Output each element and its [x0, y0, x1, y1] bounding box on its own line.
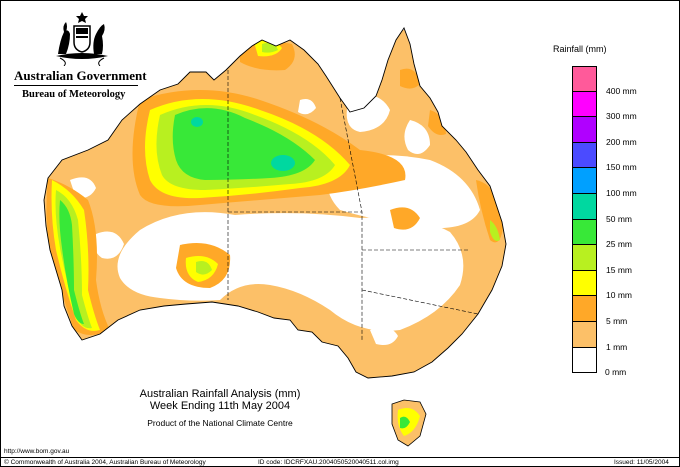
- legend-swatch: [572, 66, 597, 92]
- legend-swatch: 300 mm: [572, 111, 637, 143]
- caption-period: Week Ending 11th May 2004: [149, 400, 291, 412]
- bureau-title: Bureau of Meteorology: [22, 89, 126, 100]
- legend-swatch: 100 mm: [572, 188, 637, 220]
- copyright-text: © Commonwealth of Australia 2004, Austra…: [4, 459, 206, 466]
- legend-swatch: 25 mm: [572, 239, 632, 271]
- legend-label: 150 mm: [606, 162, 637, 173]
- website-link[interactable]: http://www.bom.gov.au: [4, 448, 70, 455]
- legend-swatch: 10 mm: [572, 290, 632, 322]
- issued-date-text: Issued: 11/05/2004: [614, 459, 669, 466]
- legend-swatch: 15 mm: [572, 265, 632, 297]
- legend-swatch: 200 mm: [572, 137, 637, 169]
- legend-label: 1 mm: [606, 341, 628, 352]
- coastline: [43, 27, 507, 379]
- legend-swatch: 1 mm: [572, 342, 627, 374]
- legend-swatch: 150 mm: [572, 162, 637, 194]
- state-borders: [227, 70, 479, 340]
- legend-label: 100 mm: [606, 187, 637, 198]
- legend-swatch: 400 mm: [572, 86, 637, 118]
- legend-swatch: 0 mm: [572, 367, 626, 385]
- legend: 400 mm 300 mm 200 mm 150 mm 100 mm 50 mm 25 mm…: [572, 66, 637, 385]
- map-caption: Australian Rainfall Analysis (mm) Week E…: [120, 388, 320, 428]
- legend-label: 200 mm: [606, 136, 637, 147]
- legend-title: Rainfall (mm): [553, 44, 607, 54]
- legend-label: 400 mm: [606, 85, 637, 96]
- logo-divider: [14, 85, 138, 86]
- legend-label: 50 mm: [606, 213, 632, 224]
- legend-label: 25 mm: [606, 239, 632, 250]
- legend-label: 5 mm: [606, 315, 628, 326]
- rainfall-fill: [44, 30, 506, 378]
- government-title: Australian Government: [14, 68, 147, 83]
- caption-producer: Product of the National Climate Centre: [147, 418, 293, 428]
- coat-of-arms-icon: [56, 12, 108, 66]
- legend-label: 15 mm: [606, 264, 632, 275]
- id-code-text: ID code: IDCRFXAU.2004050520040511.col.i…: [258, 459, 399, 466]
- legend-label: 300 mm: [606, 111, 637, 122]
- footer-divider: [0, 457, 680, 458]
- tasmania: [391, 399, 427, 447]
- caption-title: Australian Rainfall Analysis (mm): [139, 388, 301, 400]
- legend-label: 0 mm: [605, 367, 627, 378]
- legend-label: 10 mm: [606, 290, 632, 301]
- legend-swatch: 50 mm: [572, 214, 632, 246]
- legend-swatch: 5 mm: [572, 316, 627, 348]
